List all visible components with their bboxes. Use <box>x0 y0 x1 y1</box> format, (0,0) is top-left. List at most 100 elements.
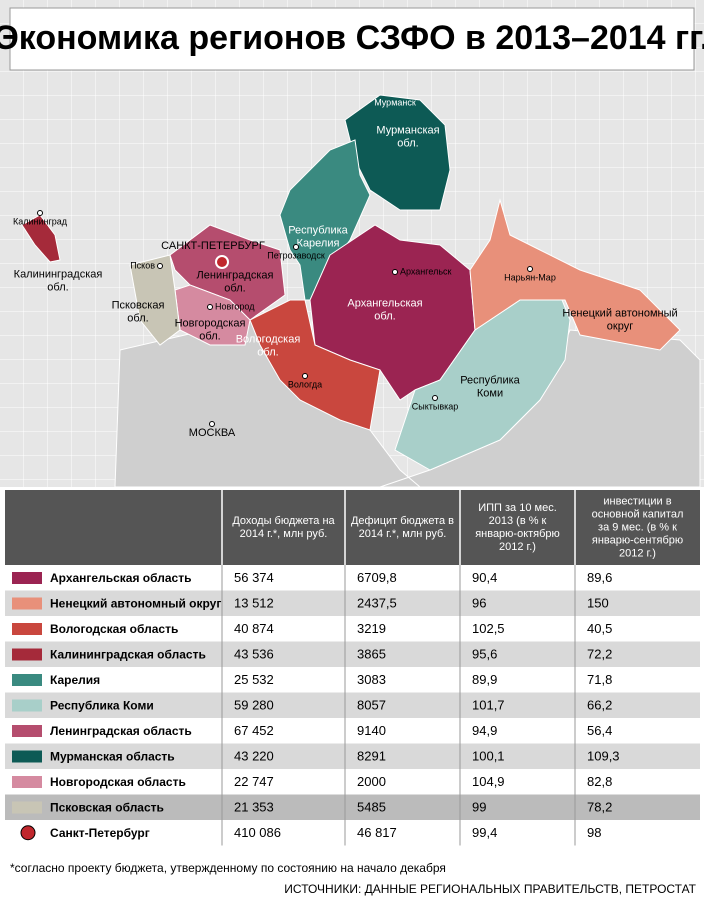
row-swatch <box>20 825 36 841</box>
cell: 13 512 <box>234 596 274 611</box>
row-bg <box>5 616 700 642</box>
header-cell: Дефицит бюджета в 2014 г.*, млн руб. <box>351 515 454 540</box>
title-box <box>9 7 695 71</box>
cell: 99 <box>472 800 486 815</box>
map-label: Вологодская обл. <box>236 333 301 358</box>
row-swatch <box>12 648 42 661</box>
cell: 96 <box>472 596 486 611</box>
row-name: Ленинградская область <box>50 724 192 738</box>
map-label: Архангельская обл. <box>347 297 422 322</box>
source: ИСТОЧНИКИ: ДАННЫЕ РЕГИОНАЛЬНЫХ ПРАВИТЕЛЬ… <box>284 882 696 896</box>
row-name: Псковская область <box>50 800 164 814</box>
row-name: Вологодская область <box>50 622 178 636</box>
cell: 78,2 <box>587 800 612 815</box>
cell: 71,8 <box>587 672 612 687</box>
row-swatch <box>12 674 42 686</box>
cell: 40,5 <box>587 621 612 636</box>
footnote: *согласно проекту бюджета, утвержденному… <box>10 861 446 875</box>
city-dot <box>37 210 43 216</box>
row-name: Мурманская область <box>50 749 175 763</box>
row-bg <box>5 820 700 846</box>
map-label: Нарьян-Мар <box>504 272 556 282</box>
cell: 99,4 <box>472 825 497 840</box>
cell: 95,6 <box>472 647 497 662</box>
row-bg <box>5 565 700 591</box>
row-bg <box>5 692 700 718</box>
map-label: Калининградская обл. <box>14 268 103 293</box>
city-dot <box>392 269 398 275</box>
region <box>174 284 251 346</box>
table-header-bg <box>5 490 700 565</box>
city-dot <box>209 421 215 427</box>
spb-marker <box>215 255 229 269</box>
cell: 56,4 <box>587 723 612 738</box>
row-name: Карелия <box>50 673 100 687</box>
row-swatch <box>12 623 42 635</box>
header-cell: Доходы бюджета на 2014 г.*, млн руб. <box>232 515 335 540</box>
map-label: МОСКВА <box>189 427 236 439</box>
map-label: Сыктывкар <box>412 401 459 411</box>
map-label: Петрозаводск <box>267 250 325 260</box>
cell: 59 280 <box>234 698 274 713</box>
row-swatch <box>12 801 42 814</box>
cell: 21 353 <box>234 800 274 815</box>
header-cell: ИПП за 10 мес. 2013 (в % к январю-октябрю 2… <box>475 502 560 553</box>
map-label: Псков <box>130 260 155 270</box>
cell: 43 536 <box>234 647 274 662</box>
cell: 2437,5 <box>357 596 397 611</box>
cell: 90,4 <box>472 570 497 585</box>
title: Экономика регионов СЗФО в 2013–2014 гг. <box>0 19 704 57</box>
cell: 5485 <box>357 800 386 815</box>
row-name: Ненецкий автономный округ <box>50 596 221 610</box>
row-swatch <box>12 699 42 712</box>
cell: 43 220 <box>234 749 274 764</box>
row-name: Республика Коми <box>50 698 154 712</box>
row-bg <box>5 718 700 744</box>
row-name: Архангельская область <box>50 571 191 585</box>
cell: 3865 <box>357 647 386 662</box>
row-bg <box>5 769 700 795</box>
cell: 22 747 <box>234 774 274 789</box>
row-swatch <box>12 750 42 763</box>
cell: 104,9 <box>472 774 505 789</box>
map-label: Республика Карелия <box>288 224 348 249</box>
row-swatch <box>12 725 42 737</box>
map-label: Мурманская обл. <box>376 124 439 149</box>
header-cell: инвестиции в основной капитал за 9 мес. (в… <box>592 495 684 559</box>
map-label: Вологда <box>288 379 322 389</box>
row-swatch <box>12 776 42 788</box>
cell: 89,6 <box>587 570 612 585</box>
cell: 2000 <box>357 774 386 789</box>
row-bg <box>5 667 700 693</box>
cell: 3083 <box>357 672 386 687</box>
row-swatch <box>12 572 42 584</box>
map-label: Ненецкий автономный округ <box>562 307 677 332</box>
region <box>344 94 451 211</box>
row-name: Калининградская область <box>50 647 206 661</box>
cell: 94,9 <box>472 723 497 738</box>
cell: 40 874 <box>234 621 274 636</box>
city-dot <box>207 304 213 310</box>
cell: 25 532 <box>234 672 274 687</box>
cell: 102,5 <box>472 621 505 636</box>
region <box>249 299 381 431</box>
city-dot <box>302 373 308 379</box>
map-label: Новгородская обл. <box>175 317 246 342</box>
map-label: Псковская обл. <box>112 299 165 324</box>
city-dot <box>157 263 163 269</box>
city-dot <box>293 244 299 250</box>
city-dot <box>527 266 533 272</box>
table: Доходы бюджета на 2014 г.*, млн руб. Дефиц… <box>5 490 700 846</box>
map-label: Мурманск <box>374 97 416 107</box>
map-label: Республика Коми <box>460 374 520 399</box>
region <box>129 254 181 346</box>
cell: 6709,8 <box>357 570 397 585</box>
cell: 89,9 <box>472 672 497 687</box>
cell: 72,2 <box>587 647 612 662</box>
map-label: Архангельск <box>400 266 452 276</box>
map-label: Новгород <box>215 301 255 311</box>
cell: 3219 <box>357 621 386 636</box>
cell: 8057 <box>357 698 386 713</box>
